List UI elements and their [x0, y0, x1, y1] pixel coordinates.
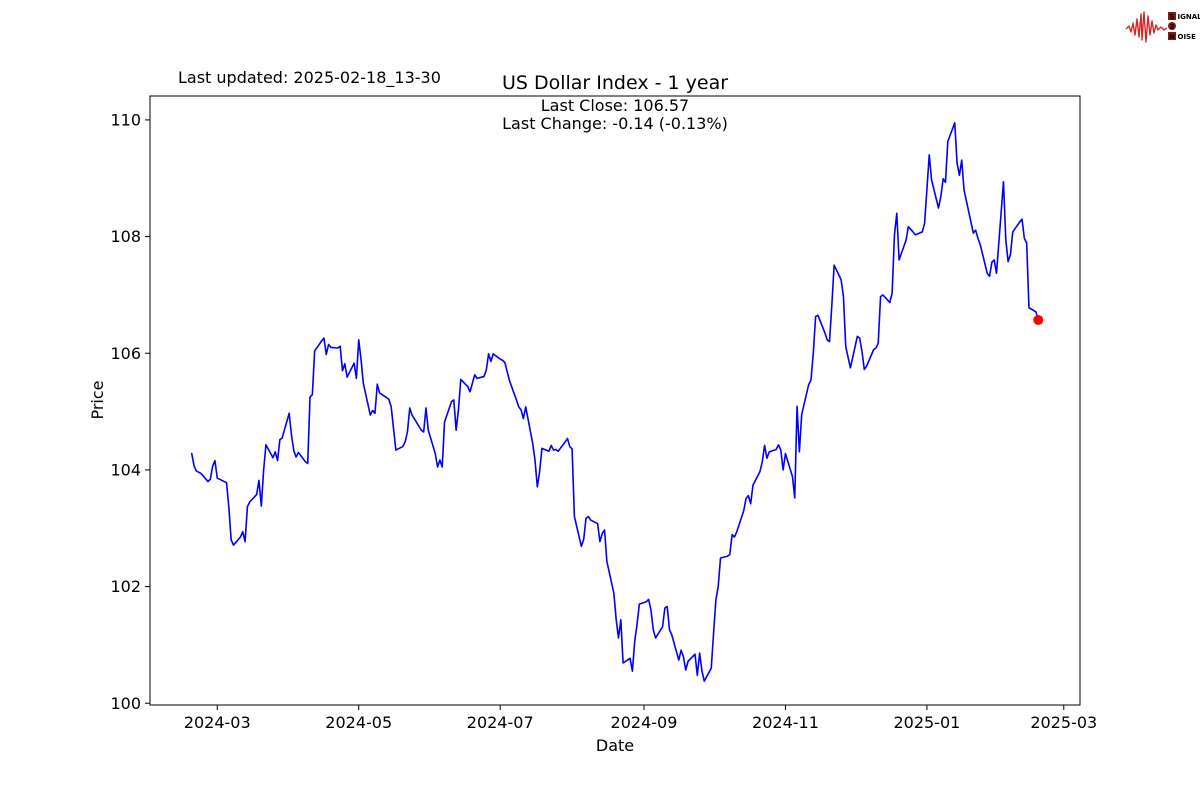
- waveform-icon: [1125, 11, 1168, 43]
- signal2noise-logo: S IGNAL 2 N OISE: [1125, 11, 1200, 43]
- x-tick-label: 2024-11: [752, 713, 819, 732]
- x-tick-label: 2024-05: [325, 713, 392, 732]
- price-line: [190, 122, 1040, 682]
- y-tick-label: 108: [110, 227, 141, 246]
- x-tick-label: 2025-01: [894, 713, 961, 732]
- logo-word-rest: IGNAL: [1178, 13, 1200, 21]
- last-updated-annotation: Last updated: 2025-02-18_13-30: [178, 68, 441, 88]
- last-change-annotation: Last Change: -0.14 (-0.13%): [502, 114, 728, 133]
- y-tick-label: 100: [110, 694, 141, 713]
- x-tick-label: 2024-07: [467, 713, 534, 732]
- y-tick-label: 110: [110, 110, 141, 129]
- y-axis-label: Price: [88, 380, 107, 419]
- chart-title: US Dollar Index - 1 year: [502, 72, 728, 94]
- y-axis-ticks: 100 102 104 106 108 110: [110, 110, 150, 713]
- price-line-series: [190, 122, 1044, 682]
- last-close-marker: [1033, 315, 1044, 325]
- x-tick-label: 2024-03: [184, 713, 251, 732]
- x-tick-label: 2025-03: [1030, 713, 1097, 732]
- x-tick-label: 2024-09: [611, 713, 678, 732]
- y-tick-label: 106: [110, 344, 141, 363]
- logo-boxed-letter: S: [1169, 13, 1174, 21]
- y-tick-label: 104: [110, 460, 141, 479]
- x-axis-ticks: 2024-03 2024-05 2024-07 2024-09 2024-11 2025-…: [184, 705, 1097, 732]
- logo-boxed-letter: N: [1169, 33, 1175, 41]
- logo-row-noise: N OISE: [1168, 32, 1196, 41]
- last-close-annotation: Last Close: 106.57: [541, 96, 689, 115]
- x-axis-label: Date: [596, 736, 634, 755]
- logo-word-rest: OISE: [1178, 33, 1197, 41]
- logo-row-2: 2: [1168, 22, 1176, 31]
- y-tick-label: 102: [110, 577, 141, 596]
- logo-boxed-letter: 2: [1170, 23, 1175, 31]
- logo-row-signal: S IGNAL: [1168, 12, 1200, 21]
